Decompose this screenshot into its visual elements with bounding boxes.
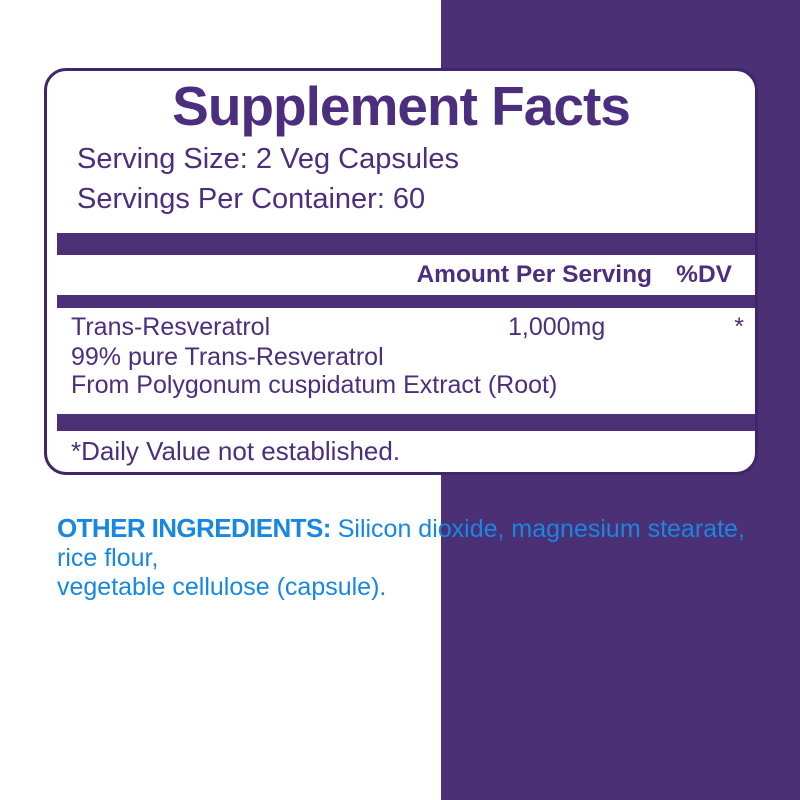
panel-title: Supplement Facts xyxy=(172,75,631,137)
other-ingredients-line1: Silicon dioxide, magnesium stearate, ric… xyxy=(57,515,745,572)
nutrient-detail-purity: 99% pure Trans-Resveratrol xyxy=(71,343,384,371)
other-ingredients-label: OTHER INGREDIENTS: xyxy=(57,513,331,543)
divider-bar-bottom xyxy=(57,414,755,431)
nutrient-name: Trans-Resveratrol xyxy=(71,313,271,341)
daily-value-footnote: *Daily Value not established. xyxy=(71,436,401,466)
supplement-facts-panel: Supplement Facts Serving Size: 2 Veg Cap… xyxy=(44,68,758,475)
column-header-percent-dv: %DV xyxy=(676,261,732,288)
nutrient-dv-asterisk: * xyxy=(734,313,744,341)
divider-bar-top xyxy=(57,233,755,255)
nutrient-amount: 1,000mg xyxy=(508,313,606,341)
other-ingredients-paragraph: OTHER INGREDIENTS: Silicon dioxide, magn… xyxy=(57,514,757,602)
divider-rule-under-headers xyxy=(57,295,755,308)
nutrient-row: Trans-Resveratrol 1,000mg * xyxy=(47,313,755,341)
column-header-amount-per-serving: Amount Per Serving xyxy=(416,261,652,288)
serving-size-line: Serving Size: 2 Veg Capsules xyxy=(77,143,460,175)
servings-per-container-line: Servings Per Container: 60 xyxy=(77,183,426,215)
nutrient-detail-source: From Polygonum cuspidatum Extract (Root) xyxy=(71,371,558,399)
other-ingredients-line2: vegetable cellulose (capsule). xyxy=(57,573,387,601)
